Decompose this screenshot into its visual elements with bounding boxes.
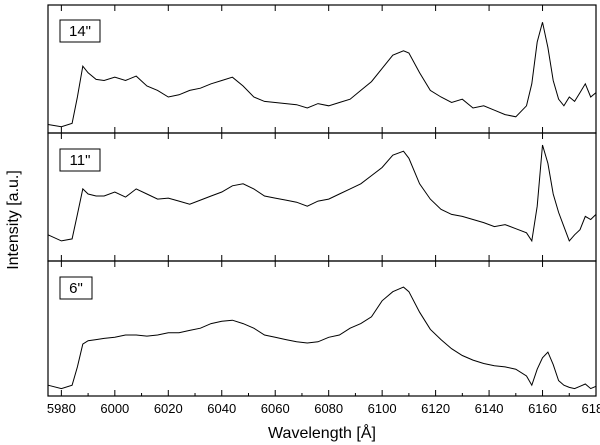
x-tick-label: 6160 [528,401,557,416]
panel-label-14: 14" [69,23,91,40]
x-tick-label: 6100 [368,401,397,416]
x-tick-label: 6040 [207,401,236,416]
x-tick-label: 6140 [475,401,504,416]
y-axis-title: Intensity [a.u.] [5,170,22,270]
x-tick-label: 6080 [314,401,343,416]
spectrum-line-11 [47,144,597,243]
panel-frame-11 [47,132,597,262]
panel-tag-14: 14" [59,19,101,43]
panel-frame-14 [47,4,597,134]
x-tick-label: 6000 [100,401,129,416]
spectrum-line-6 [47,286,597,390]
panel-frame-6 [47,260,597,397]
panel-tag-11: 11" [59,148,101,172]
panel-label-11: 11" [70,152,91,169]
x-tick-label: 5980 [47,401,76,416]
x-tick-label: 6180 [582,401,600,416]
x-axis-ticks: 5980 6000 6020 6040 6060 6080 6100 6120 6140 6160… [47,5,600,416]
x-tick-label: 6060 [261,401,290,416]
x-axis-title: Wavelength [Å] [268,423,376,442]
panel-label-6: 6" [69,280,83,297]
x-tick-label: 6020 [154,401,183,416]
spectrum-line-14 [47,22,597,128]
panel-tag-6: 6" [59,276,93,300]
x-tick-label: 6120 [421,401,450,416]
